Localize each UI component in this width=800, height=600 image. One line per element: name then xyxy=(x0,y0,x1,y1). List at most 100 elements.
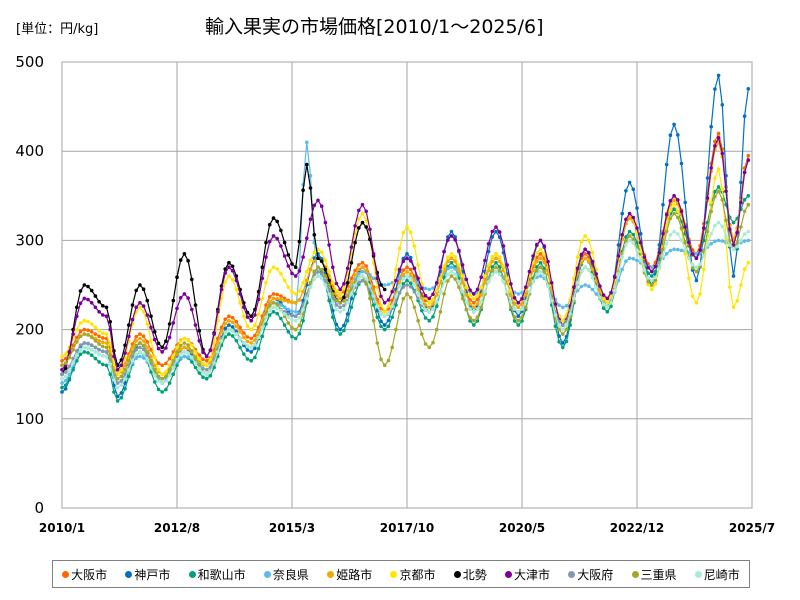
data-point xyxy=(520,315,524,319)
data-point xyxy=(538,265,543,270)
data-point xyxy=(587,284,591,289)
data-point xyxy=(230,325,235,329)
data-point xyxy=(297,311,302,316)
x-tick-label: 2010/1 xyxy=(39,521,85,535)
data-point xyxy=(598,284,602,288)
data-point xyxy=(253,346,257,351)
data-point xyxy=(334,298,339,303)
data-point xyxy=(516,310,521,314)
data-point xyxy=(164,370,168,374)
data-point xyxy=(227,323,231,327)
data-point xyxy=(494,225,498,229)
data-point xyxy=(115,367,120,372)
data-point xyxy=(360,260,365,265)
data-point xyxy=(375,341,380,345)
data-point xyxy=(516,318,521,323)
data-point xyxy=(249,341,253,345)
data-point xyxy=(546,259,550,264)
data-point xyxy=(379,294,383,299)
data-point xyxy=(486,263,491,267)
data-point xyxy=(431,315,435,319)
data-point xyxy=(182,354,187,359)
data-point xyxy=(739,238,743,243)
data-point xyxy=(160,372,164,377)
data-point xyxy=(101,362,105,367)
data-point xyxy=(293,265,298,270)
data-point xyxy=(290,309,294,314)
data-point xyxy=(104,314,109,319)
data-point xyxy=(104,363,109,368)
data-point xyxy=(390,304,395,309)
data-point xyxy=(523,285,528,290)
data-point xyxy=(664,241,669,246)
legend-label: 大阪市 xyxy=(71,567,108,582)
data-point xyxy=(86,319,90,324)
data-point xyxy=(624,243,628,247)
x-tick-label: 2020/5 xyxy=(499,521,545,535)
y-tick-label: 300 xyxy=(15,231,44,249)
data-point xyxy=(275,292,280,297)
data-point xyxy=(312,233,317,237)
data-point xyxy=(401,259,406,264)
data-point xyxy=(379,311,383,316)
data-point xyxy=(208,369,213,374)
data-point xyxy=(264,303,268,307)
data-point xyxy=(605,310,610,314)
data-point xyxy=(290,271,294,276)
data-point xyxy=(486,249,491,254)
data-point xyxy=(197,328,202,333)
data-point xyxy=(672,207,676,211)
data-point xyxy=(401,272,406,277)
data-point xyxy=(561,318,565,323)
data-point xyxy=(282,323,287,327)
data-point xyxy=(709,241,713,246)
data-point xyxy=(420,308,424,313)
data-point xyxy=(516,314,521,319)
data-point xyxy=(67,350,72,354)
data-point xyxy=(650,274,654,278)
data-point xyxy=(694,301,699,305)
data-point xyxy=(245,344,250,349)
data-point xyxy=(408,267,413,272)
data-point xyxy=(713,194,717,199)
data-point xyxy=(401,277,406,281)
data-point xyxy=(245,315,250,319)
data-point xyxy=(71,332,75,336)
data-point xyxy=(204,376,209,381)
data-point xyxy=(160,390,164,394)
data-point xyxy=(668,208,673,213)
data-point xyxy=(201,361,205,366)
data-point xyxy=(687,256,691,261)
data-point xyxy=(275,296,280,301)
data-point xyxy=(561,332,565,336)
data-point xyxy=(382,287,387,292)
data-point xyxy=(349,260,354,265)
data-point xyxy=(323,258,328,263)
data-point xyxy=(312,269,317,274)
data-point xyxy=(486,241,491,246)
data-point xyxy=(238,325,242,330)
data-point xyxy=(731,243,736,247)
data-point xyxy=(123,386,127,391)
data-point xyxy=(327,243,331,247)
data-point xyxy=(557,323,561,328)
data-point xyxy=(676,209,680,214)
data-point xyxy=(253,333,257,338)
data-point xyxy=(230,264,235,269)
data-point xyxy=(301,255,305,259)
data-point xyxy=(561,327,565,332)
data-point xyxy=(405,274,409,278)
data-point xyxy=(293,292,298,296)
data-point xyxy=(93,345,98,350)
data-point xyxy=(357,271,361,276)
data-point xyxy=(694,269,699,274)
data-point xyxy=(171,372,176,377)
legend-marker xyxy=(188,570,196,578)
data-point xyxy=(490,254,495,259)
data-point xyxy=(212,332,216,336)
data-point xyxy=(75,353,79,358)
data-point xyxy=(152,330,157,334)
data-point xyxy=(542,244,547,248)
data-point xyxy=(746,87,751,91)
data-point xyxy=(327,283,331,287)
